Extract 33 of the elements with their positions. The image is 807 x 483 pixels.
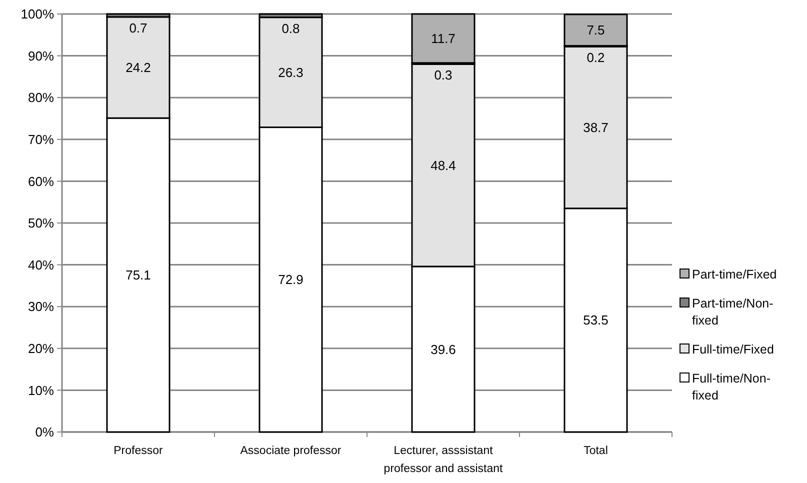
x-tick-label: Lecturer, asssistant professor and assistant [384, 445, 504, 475]
legend-label: Part-time/Non-fixed [692, 296, 774, 328]
data-label: 0.3 [434, 68, 452, 83]
data-label: 0.8 [282, 20, 300, 36]
y-tick-label: 70% [28, 132, 54, 147]
legend-label: Full-time/Fixed [692, 342, 774, 356]
data-label: 7.5 [586, 22, 605, 38]
y-tick-label: 40% [28, 257, 54, 272]
x-tick-label: Associate professor [240, 445, 342, 457]
data-label: 0.7 [129, 20, 148, 36]
y-tick-label: 20% [28, 340, 54, 356]
y-tick-label: 30% [28, 299, 54, 314]
data-label: 72.9 [278, 272, 304, 288]
data-label: 26.3 [278, 64, 304, 80]
y-tick-label: 50% [28, 216, 54, 231]
legend-label: Part-time/Fixed [692, 267, 777, 282]
data-label: 53.5 [583, 312, 608, 328]
data-label: 48.4 [430, 158, 456, 173]
y-tick-label: 100% [20, 6, 54, 22]
data-label: 24.2 [126, 60, 151, 76]
y-tick-label: 60% [28, 174, 54, 189]
data-label: 38.7 [583, 120, 608, 136]
y-tick-label: 80% [28, 90, 54, 106]
x-tick-label: Total [584, 445, 608, 457]
data-label: 0.2 [586, 50, 605, 66]
y-tick-label: 0% [35, 424, 54, 440]
y-tick-label: 90% [28, 48, 54, 64]
data-label: 75.1 [126, 268, 151, 283]
legend-label: Full-time/Non-fixed [692, 371, 770, 402]
y-tick-label: 10% [28, 382, 54, 398]
x-tick-label: Professor [114, 445, 164, 457]
data-label: 11.7 [431, 31, 456, 46]
data-label: 39.6 [430, 342, 456, 357]
